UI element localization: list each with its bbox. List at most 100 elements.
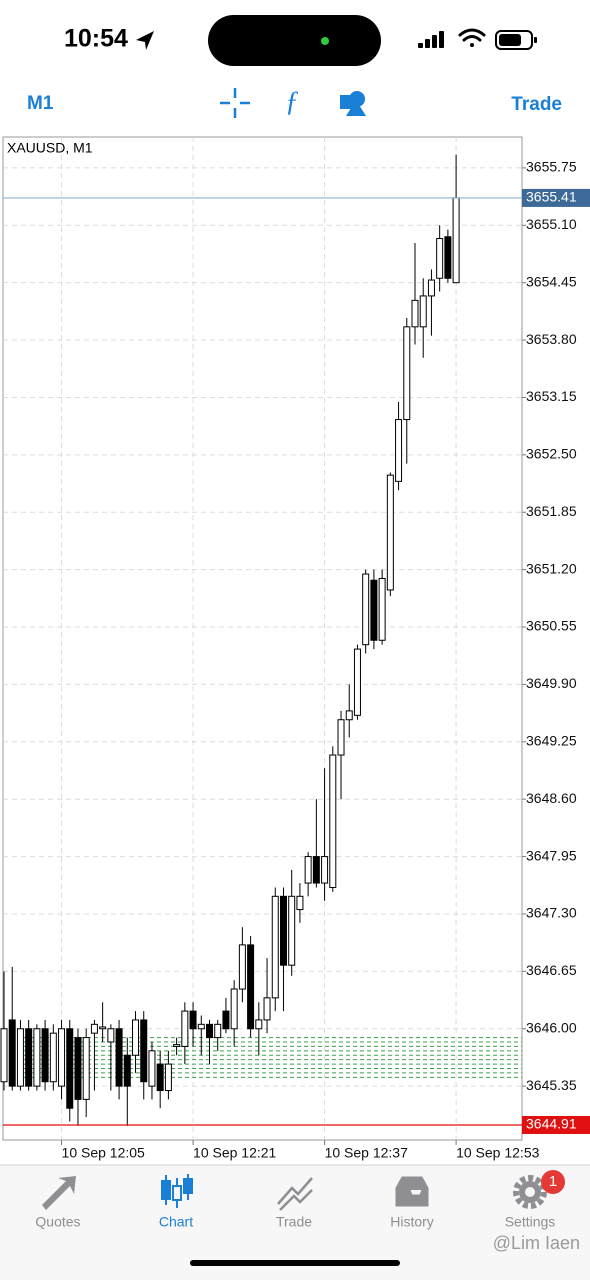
grid	[3, 137, 522, 1140]
candle-body	[41, 1028, 49, 1083]
x-tick-label: 10 Sep 12:37	[325, 1145, 409, 1161]
y-tick-label: 3654.45	[526, 273, 577, 289]
candle-body	[255, 1019, 263, 1030]
trade-icon	[277, 1177, 313, 1211]
tab-label[interactable]: Settings	[505, 1214, 556, 1230]
ask-line-label: 3644.91	[526, 1116, 577, 1132]
candle-body	[0, 1028, 8, 1083]
candle-body	[25, 1028, 33, 1087]
camera-dot	[321, 37, 329, 45]
y-tick-label: 3650.55	[526, 618, 577, 634]
battery-tip	[534, 37, 537, 43]
settings-icon	[513, 1175, 547, 1209]
candle-body	[362, 573, 370, 646]
candle-body	[288, 895, 296, 966]
candle-body	[337, 719, 345, 756]
candle-body	[378, 577, 386, 641]
y-tick-label: 3647.95	[526, 847, 577, 863]
battery-level	[499, 34, 521, 46]
y-tick-label: 3648.60	[526, 790, 577, 806]
signal-icon	[418, 31, 444, 48]
candle-body	[345, 710, 353, 721]
y-tick-label: 3647.30	[526, 905, 577, 921]
candle-body	[436, 238, 444, 279]
wifi-icon	[458, 28, 486, 47]
bid-line-label: 3655.41	[526, 189, 577, 205]
candle-body	[279, 895, 287, 966]
tab-label[interactable]: Trade	[276, 1214, 312, 1230]
y-tick-label: 3651.20	[526, 560, 577, 576]
candle-body	[140, 1019, 148, 1083]
home-indicator	[190, 1260, 400, 1266]
tab-label[interactable]: History	[390, 1214, 434, 1230]
candle-body	[58, 1028, 66, 1087]
candle-body	[189, 1010, 197, 1030]
chart-frame	[2, 136, 523, 1141]
candle-body	[230, 988, 238, 1030]
battery-icon	[495, 30, 533, 50]
y-tick-label: 3649.25	[526, 733, 577, 749]
candle-body	[452, 197, 460, 284]
y-tick-label: 3645.35	[526, 1077, 577, 1093]
candle-body	[206, 1023, 213, 1039]
badge-count: 1	[549, 1173, 557, 1190]
tab-label[interactable]: Quotes	[35, 1214, 80, 1230]
y-tick-label: 3655.75	[526, 159, 577, 175]
crosshair-button[interactable]	[220, 88, 250, 118]
y-tick-label: 3651.85	[526, 503, 577, 519]
candle-body	[197, 1023, 205, 1030]
y-tick-label: 3649.90	[526, 675, 577, 691]
candle-body	[411, 299, 419, 328]
candle-body	[173, 1044, 181, 1047]
candle-body	[247, 944, 255, 1030]
candle-body	[74, 1037, 82, 1100]
candle-body	[214, 1023, 222, 1039]
candle-body	[321, 856, 329, 884]
candle-body	[90, 1023, 98, 1034]
candle-body	[271, 895, 279, 999]
objects-button[interactable]	[340, 91, 366, 116]
candle-body	[16, 1028, 24, 1087]
candle-body	[123, 1054, 131, 1087]
location-icon	[136, 31, 154, 50]
candle-body	[395, 419, 403, 482]
candle-body	[181, 1010, 189, 1047]
history-icon	[395, 1176, 429, 1207]
x-tick-label: 10 Sep 12:53	[456, 1145, 540, 1161]
candle-body	[370, 579, 378, 641]
candle-body	[263, 997, 271, 1021]
candle-body	[164, 1063, 172, 1092]
candle-body	[296, 895, 304, 911]
candles	[0, 154, 522, 1126]
candle-body	[386, 474, 394, 591]
indicators-button[interactable]: ƒ	[285, 86, 299, 117]
status-time: 10:54	[64, 25, 128, 53]
tab-label[interactable]: Chart	[159, 1214, 193, 1230]
candle-body	[419, 295, 427, 328]
x-tick-label: 10 Sep 12:21	[193, 1145, 277, 1161]
candle-body	[427, 279, 435, 297]
trade-button[interactable]: Trade	[511, 94, 562, 115]
chart-title: XAUUSD, M1	[7, 140, 93, 156]
candle-body	[132, 1019, 140, 1056]
y-tick-label: 3653.15	[526, 388, 577, 404]
y-tick-label: 3655.10	[526, 216, 577, 232]
candle-body	[8, 1019, 16, 1087]
tabs: Quotes Chart Trade History Settings	[35, 1214, 555, 1230]
y-tick-label: 3653.80	[526, 331, 577, 347]
notification-badge	[541, 1170, 565, 1194]
candle-body	[444, 236, 452, 279]
candle-body	[353, 648, 361, 716]
candle-body	[156, 1063, 164, 1092]
candle-body	[238, 944, 246, 990]
candle-body	[49, 1032, 57, 1083]
candle-body	[107, 1028, 115, 1043]
y-tick-label: 3646.65	[526, 962, 577, 978]
timeframe-button[interactable]: M1	[27, 93, 54, 114]
ask-line-box	[522, 1115, 590, 1134]
price-axis: 3645.35 3646.00 3646.65 3647.30 3647.95 3648.…	[61, 159, 590, 1161]
candle-body	[99, 1026, 107, 1030]
candle-body	[312, 856, 320, 884]
candle-body	[329, 754, 337, 888]
